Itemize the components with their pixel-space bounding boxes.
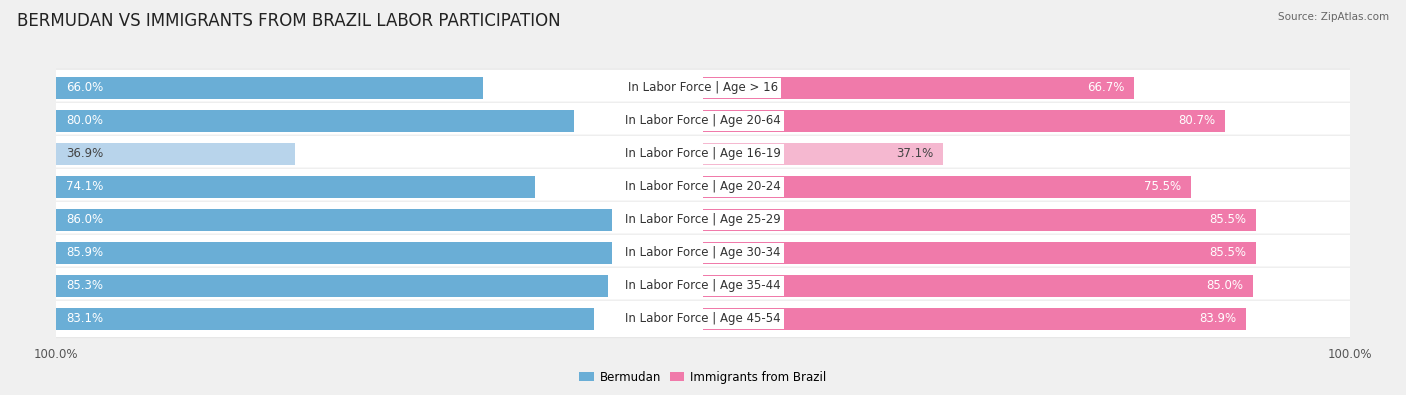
Bar bbox=[703, 209, 1256, 231]
FancyBboxPatch shape bbox=[53, 102, 1353, 140]
Text: 85.0%: 85.0% bbox=[1206, 279, 1243, 292]
Text: 74.1%: 74.1% bbox=[66, 181, 103, 194]
Text: 80.7%: 80.7% bbox=[1178, 115, 1215, 128]
Text: 85.5%: 85.5% bbox=[1209, 213, 1246, 226]
FancyBboxPatch shape bbox=[53, 201, 1353, 239]
Text: 66.7%: 66.7% bbox=[1087, 81, 1125, 94]
Bar bbox=[703, 77, 1135, 99]
Text: 86.0%: 86.0% bbox=[66, 213, 103, 226]
Text: 75.5%: 75.5% bbox=[1144, 181, 1181, 194]
Bar bbox=[703, 308, 1246, 330]
Text: In Labor Force | Age 20-64: In Labor Force | Age 20-64 bbox=[626, 115, 780, 128]
FancyBboxPatch shape bbox=[53, 267, 1353, 305]
Bar bbox=[703, 143, 943, 165]
Bar bbox=[56, 275, 607, 297]
Bar bbox=[703, 275, 1253, 297]
Text: BERMUDAN VS IMMIGRANTS FROM BRAZIL LABOR PARTICIPATION: BERMUDAN VS IMMIGRANTS FROM BRAZIL LABOR… bbox=[17, 12, 561, 30]
Text: 37.1%: 37.1% bbox=[896, 147, 934, 160]
FancyBboxPatch shape bbox=[53, 168, 1353, 206]
Bar bbox=[56, 209, 613, 231]
Bar bbox=[56, 110, 574, 132]
Bar bbox=[703, 242, 1256, 264]
Bar bbox=[56, 242, 612, 264]
Text: 83.9%: 83.9% bbox=[1199, 312, 1236, 325]
Text: 83.1%: 83.1% bbox=[66, 312, 103, 325]
Text: In Labor Force | Age 25-29: In Labor Force | Age 25-29 bbox=[626, 213, 780, 226]
Bar bbox=[56, 77, 484, 99]
Text: Source: ZipAtlas.com: Source: ZipAtlas.com bbox=[1278, 12, 1389, 22]
Text: 85.9%: 85.9% bbox=[66, 246, 103, 260]
Bar bbox=[703, 110, 1225, 132]
Bar bbox=[703, 176, 1191, 198]
Text: In Labor Force | Age 45-54: In Labor Force | Age 45-54 bbox=[626, 312, 780, 325]
Bar bbox=[56, 176, 536, 198]
Text: 80.0%: 80.0% bbox=[66, 115, 103, 128]
Text: 85.5%: 85.5% bbox=[1209, 246, 1246, 260]
Text: 66.0%: 66.0% bbox=[66, 81, 103, 94]
Text: 85.3%: 85.3% bbox=[66, 279, 103, 292]
Text: In Labor Force | Age > 16: In Labor Force | Age > 16 bbox=[628, 81, 778, 94]
FancyBboxPatch shape bbox=[53, 135, 1353, 173]
Bar bbox=[56, 308, 593, 330]
Bar bbox=[56, 143, 295, 165]
FancyBboxPatch shape bbox=[53, 300, 1353, 338]
Text: In Labor Force | Age 35-44: In Labor Force | Age 35-44 bbox=[626, 279, 780, 292]
FancyBboxPatch shape bbox=[53, 69, 1353, 107]
Text: 36.9%: 36.9% bbox=[66, 147, 103, 160]
Text: In Labor Force | Age 30-34: In Labor Force | Age 30-34 bbox=[626, 246, 780, 260]
Text: In Labor Force | Age 16-19: In Labor Force | Age 16-19 bbox=[626, 147, 780, 160]
Text: In Labor Force | Age 20-24: In Labor Force | Age 20-24 bbox=[626, 181, 780, 194]
FancyBboxPatch shape bbox=[53, 234, 1353, 272]
Legend: Bermudan, Immigrants from Brazil: Bermudan, Immigrants from Brazil bbox=[575, 366, 831, 388]
